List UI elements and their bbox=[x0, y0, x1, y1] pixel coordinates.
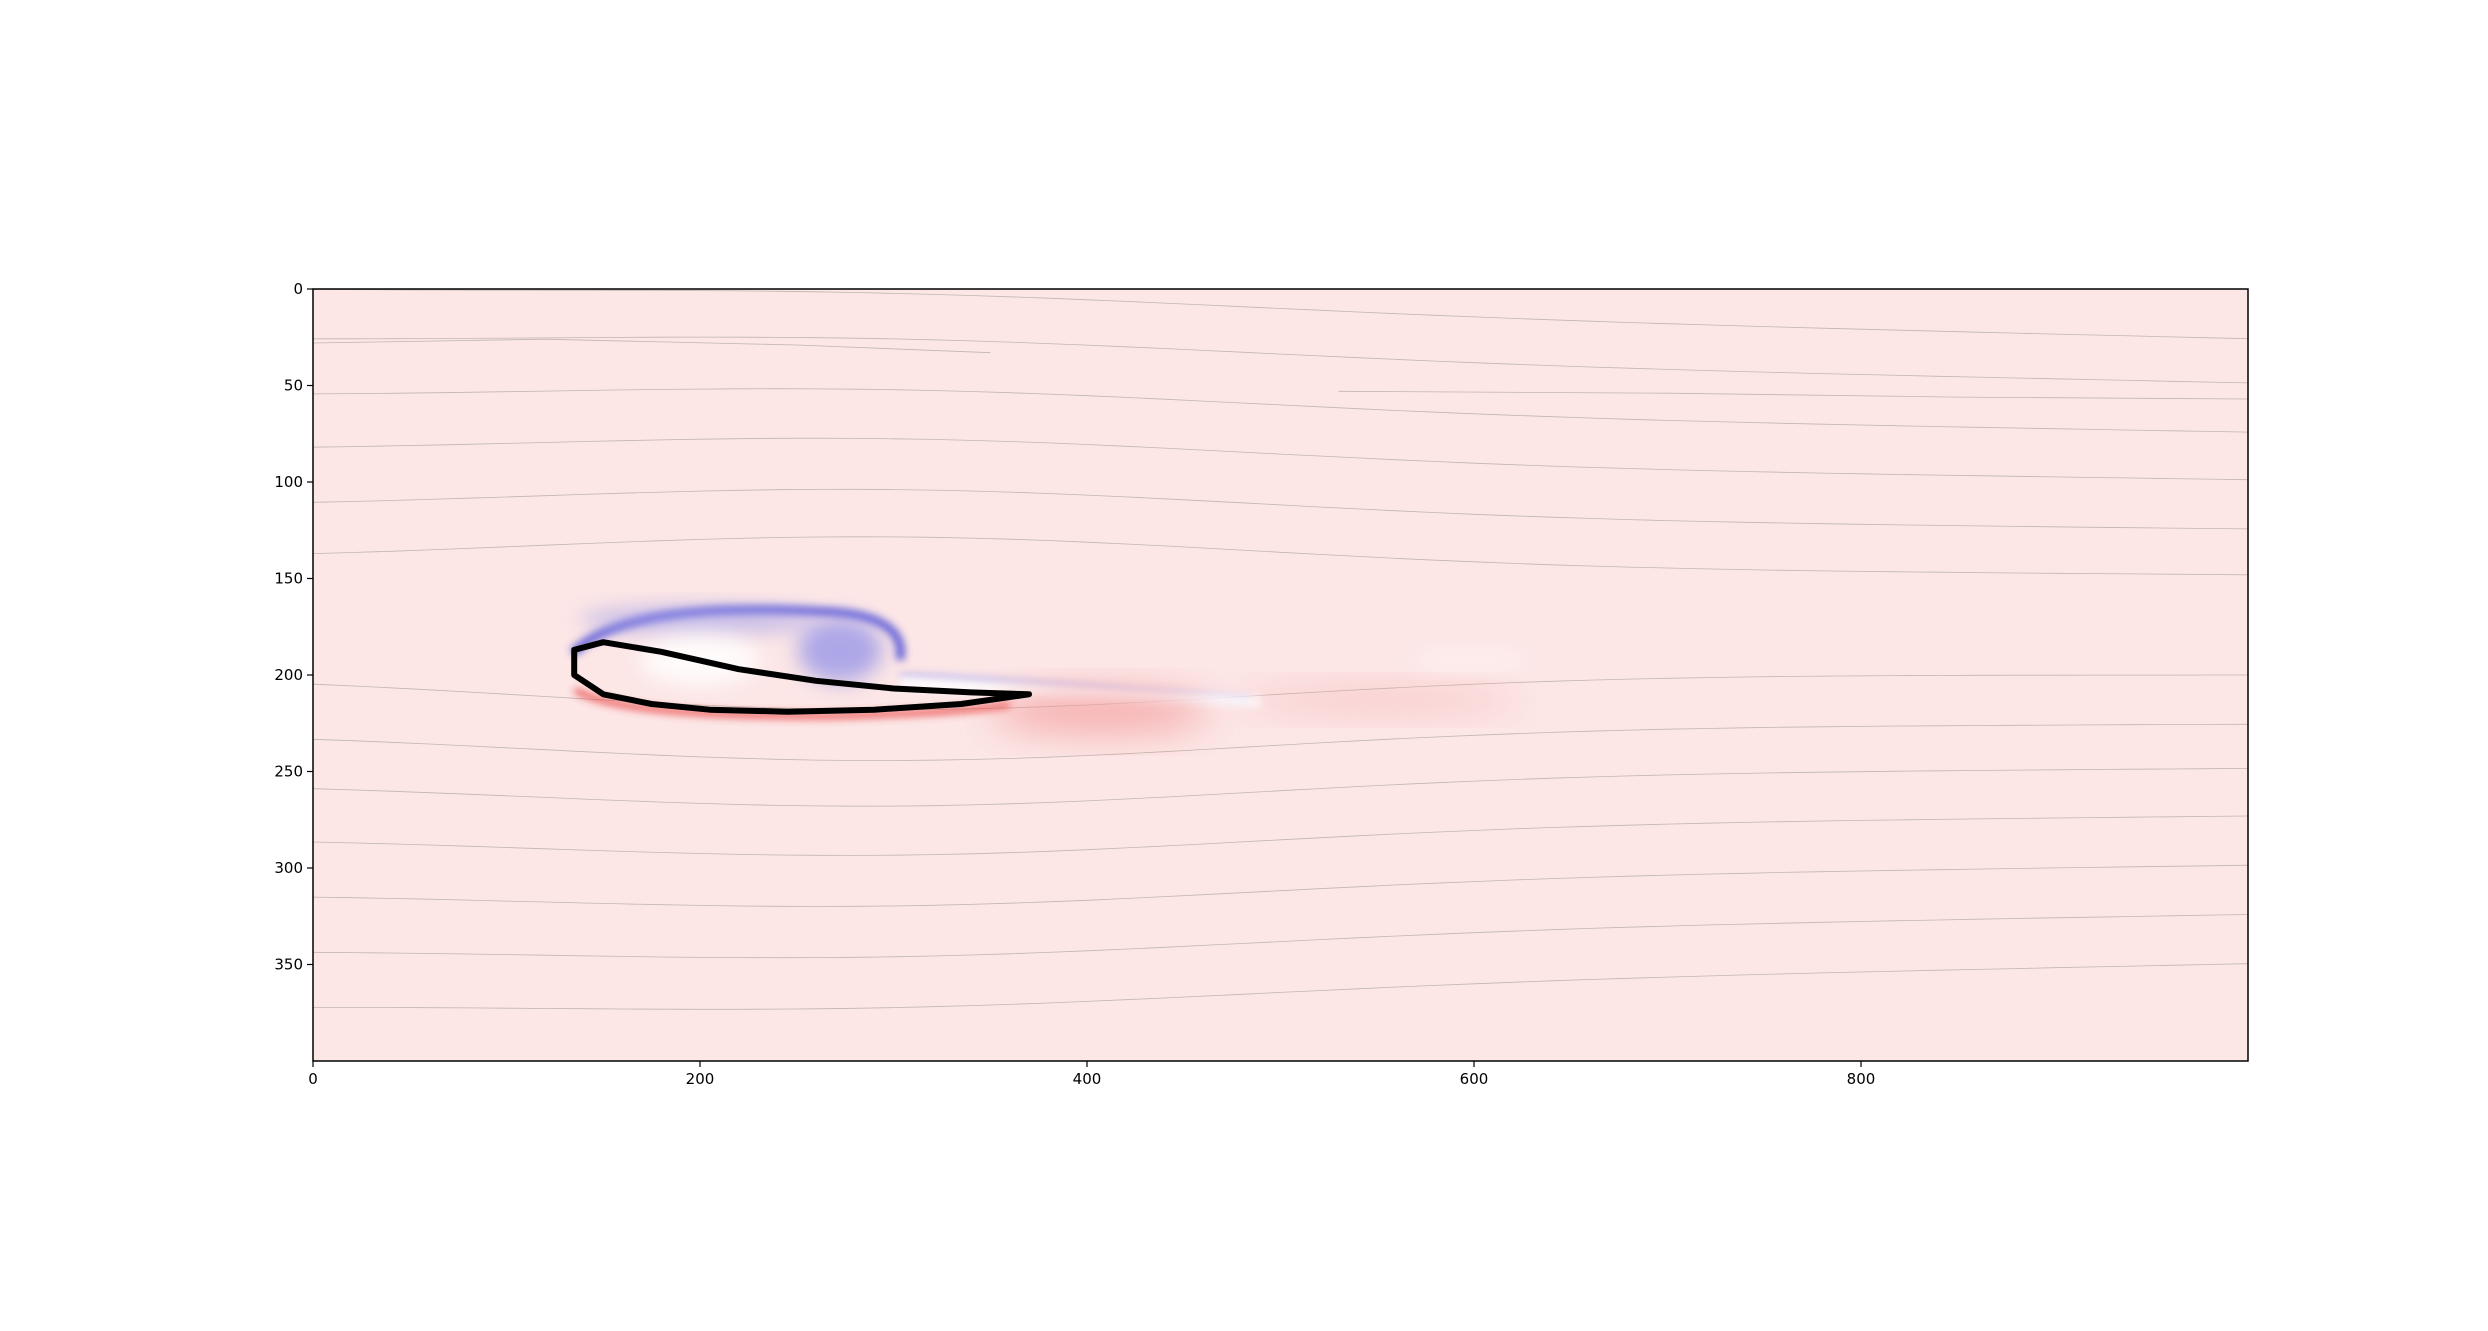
x-tick-label: 0 bbox=[308, 1070, 318, 1088]
x-tick-label: 400 bbox=[1073, 1070, 1102, 1088]
y-tick-label: 50 bbox=[284, 377, 303, 395]
streamline bbox=[313, 536, 2248, 576]
streamline bbox=[313, 338, 991, 354]
streamline bbox=[313, 914, 2248, 959]
leading-vortex-blob bbox=[798, 618, 882, 682]
streamline bbox=[313, 815, 2248, 856]
streamline bbox=[313, 723, 2248, 761]
airfoil-outline bbox=[571, 639, 1032, 715]
y-tick-label: 350 bbox=[274, 956, 303, 974]
x-tick-label: 800 bbox=[1847, 1070, 1876, 1088]
streamline bbox=[313, 864, 2248, 907]
y-tick-label: 300 bbox=[274, 859, 303, 877]
streamline bbox=[313, 336, 2248, 384]
upper-wake-blob bbox=[580, 606, 820, 634]
x-tick-label: 600 bbox=[1460, 1070, 1489, 1088]
lower-shear-layer bbox=[573, 687, 1011, 720]
y-tick-label: 150 bbox=[274, 570, 303, 588]
far-wake-blob bbox=[1240, 686, 1520, 714]
y-axis: 0 50 100 150 200 250 300 350 bbox=[274, 280, 313, 974]
y-tick-label: 250 bbox=[274, 763, 303, 781]
streamline bbox=[313, 488, 2248, 530]
y-tick-label: 0 bbox=[293, 280, 303, 298]
streamline bbox=[313, 289, 2248, 340]
streamline bbox=[313, 437, 2248, 481]
x-axis: 0 200 400 600 800 bbox=[308, 1061, 1875, 1088]
streamlines bbox=[313, 289, 2248, 1010]
streamline bbox=[313, 388, 2248, 433]
y-tick-label: 200 bbox=[274, 666, 303, 684]
x-tick-label: 200 bbox=[686, 1070, 715, 1088]
streamline bbox=[313, 963, 2248, 1010]
streamline bbox=[1338, 390, 2248, 400]
lower-wake-blob bbox=[990, 690, 1210, 734]
far-wake-upper-spot bbox=[1410, 650, 1530, 670]
plot-background bbox=[313, 289, 2248, 1061]
streamline bbox=[313, 768, 2248, 807]
y-tick-label: 100 bbox=[274, 473, 303, 491]
